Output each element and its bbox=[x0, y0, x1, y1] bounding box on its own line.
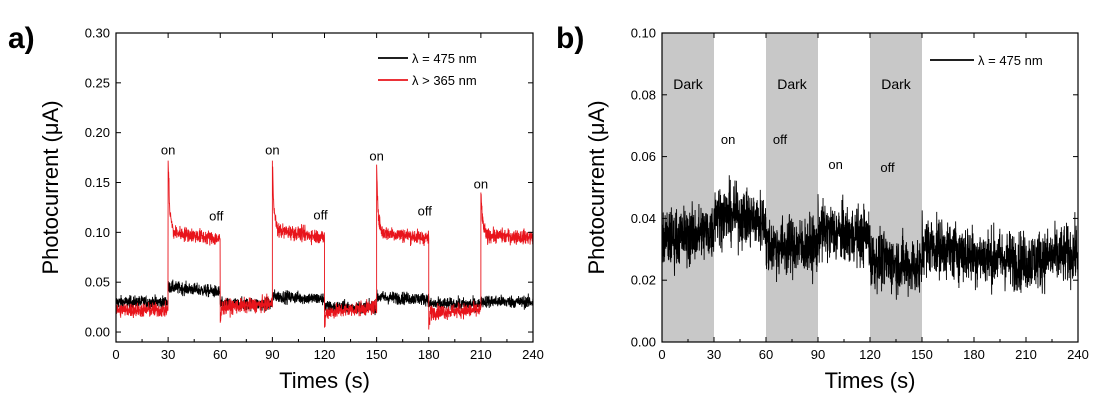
y-axis-title: Photocurrent (μA) bbox=[584, 100, 609, 274]
x-tick-label: 30 bbox=[161, 347, 175, 362]
x-tick-label: 90 bbox=[811, 347, 825, 362]
annotation-off: off bbox=[880, 160, 895, 175]
x-tick-label: 180 bbox=[963, 347, 985, 362]
annotation-on: on bbox=[721, 132, 735, 147]
y-tick-label: 0.05 bbox=[85, 275, 110, 290]
y-axis-title: Photocurrent (μA) bbox=[38, 100, 63, 274]
y-tick-label: 0.02 bbox=[631, 273, 656, 288]
y-tick-label: 0.15 bbox=[85, 175, 110, 190]
y-tick-label: 0.00 bbox=[631, 335, 656, 350]
panel-label-a: a) bbox=[8, 22, 35, 55]
x-tick-label: 150 bbox=[911, 347, 933, 362]
y-tick-label: 0.00 bbox=[85, 325, 110, 340]
y-tick-label: 0.30 bbox=[85, 26, 110, 41]
annotation-off: off bbox=[313, 207, 328, 222]
panel-label-b: b) bbox=[556, 22, 584, 55]
dark-region bbox=[662, 33, 714, 342]
x-tick-label: 240 bbox=[522, 347, 544, 362]
annotation-off: off bbox=[209, 208, 224, 223]
y-tick-label: 0.06 bbox=[631, 149, 656, 164]
legend-label: λ > 365 nm bbox=[412, 73, 477, 88]
dark-region-label: Dark bbox=[673, 76, 704, 92]
legend-label: λ = 475 nm bbox=[978, 53, 1043, 68]
chart-panel-a: 0 30 60 90 120 150 180 210 240 0.00 0.05 0.10 0.15 0.… bbox=[38, 26, 544, 394]
y-tick-label: 0.08 bbox=[631, 87, 656, 102]
x-tick-label: 240 bbox=[1067, 347, 1089, 362]
annotation-on: on bbox=[474, 176, 488, 191]
dark-region-label: Dark bbox=[777, 76, 808, 92]
annotation-on: on bbox=[161, 143, 175, 158]
x-tick-label: 30 bbox=[707, 347, 721, 362]
chart-panel-b: Dark Dark Dark 0 30 60 90 120 150 180 210 240 0.00 0.… bbox=[584, 26, 1089, 394]
x-tick-label: 60 bbox=[213, 347, 227, 362]
series-line-1 bbox=[662, 175, 1078, 300]
x-tick-label: 120 bbox=[859, 347, 881, 362]
dark-region-label: Dark bbox=[881, 76, 912, 92]
x-tick-label: 180 bbox=[418, 347, 440, 362]
y-tick-label: 0.25 bbox=[85, 75, 110, 90]
annotation-on: on bbox=[828, 157, 842, 172]
legend-label: λ = 475 nm bbox=[412, 51, 477, 66]
annotation-on: on bbox=[265, 143, 279, 158]
y-tick-label: 0.20 bbox=[85, 125, 110, 140]
x-tick-label: 120 bbox=[314, 347, 336, 362]
y-tick-label: 0.10 bbox=[631, 26, 656, 41]
annotation-off: off bbox=[418, 203, 433, 218]
x-tick-label: 150 bbox=[366, 347, 388, 362]
series-line-2 bbox=[116, 160, 533, 330]
x-tick-label: 90 bbox=[265, 347, 279, 362]
x-tick-label: 210 bbox=[1015, 347, 1037, 362]
x-tick-label: 0 bbox=[112, 347, 119, 362]
x-tick-label: 0 bbox=[658, 347, 665, 362]
x-axis-title: Times (s) bbox=[279, 368, 370, 393]
y-tick-label: 0.04 bbox=[631, 211, 656, 226]
annotation-off: off bbox=[773, 132, 788, 147]
y-tick-label: 0.10 bbox=[85, 225, 110, 240]
annotation-on: on bbox=[369, 149, 383, 164]
x-axis-title: Times (s) bbox=[825, 368, 916, 393]
x-tick-label: 210 bbox=[470, 347, 492, 362]
dark-region bbox=[766, 33, 818, 342]
x-tick-label: 60 bbox=[759, 347, 773, 362]
